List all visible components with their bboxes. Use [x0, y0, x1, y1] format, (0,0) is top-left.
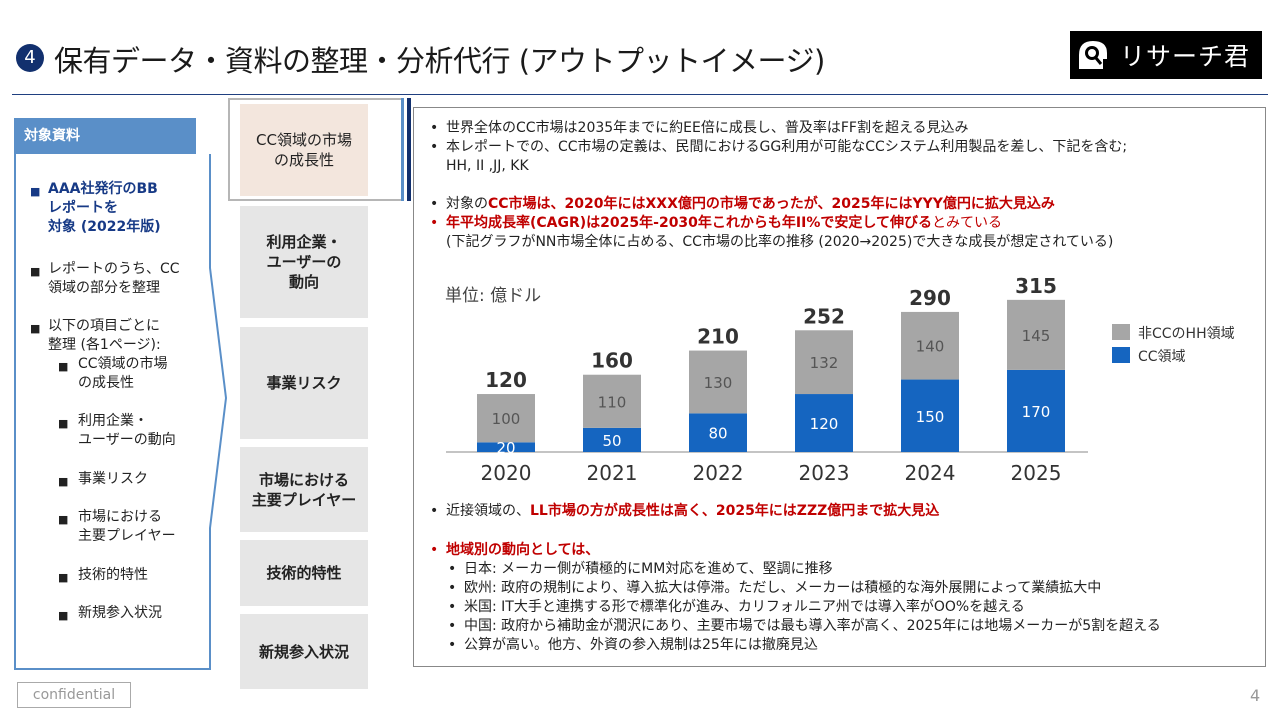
definition-items: HH, II ,JJ, KK: [446, 158, 529, 174]
bullet-square-icon: ■: [30, 322, 41, 335]
subitem-business-risk: 事業リスク: [78, 471, 148, 487]
confidential-label: confidential: [17, 682, 131, 708]
subitem-tech-characteristics: 技術的特性: [78, 567, 148, 583]
category-tech-characteristics[interactable]: 技術的特性: [240, 540, 368, 606]
category-user-trends[interactable]: 利用企業・ ユーザーの 動向: [240, 206, 368, 318]
page-number: 4: [1250, 686, 1261, 705]
bullet-square-icon: ■: [58, 609, 69, 622]
source-material-panel: 対象資料 ■ AAA社発行のBB レポートを 対象 (2022年版) ■ レポー…: [14, 118, 228, 670]
category-new-entry[interactable]: 新規参入状況: [240, 614, 368, 689]
bullet-square-icon: ■: [58, 513, 69, 526]
subitem-key-players: 市場における 主要プレイヤー: [78, 509, 176, 544]
head-magnifier-icon: [1070, 31, 1116, 79]
bullet-market-definition: 本レポートでの、CC市場の定義は、民間におけるGG利用が可能なCCシステム利用製…: [428, 138, 1127, 157]
organize-item: 以下の項目ごとに 整理 (各1ページ):: [48, 318, 161, 353]
bullet-market-outlook: 世界全体のCC市場は2035年までに約EE倍に成長し、普及率はFF割を超える見込…: [428, 119, 1127, 138]
panel-outline: [14, 154, 228, 670]
bullet-square-icon: ■: [30, 265, 41, 278]
bullet-market-size: 対象のCC市場は、2020年にはXXX億円の市場であったが、2025年にはYYY…: [428, 195, 1113, 214]
growth-bullets: 対象のCC市場は、2020年にはXXX億円の市場であったが、2025年にはYYY…: [428, 195, 1113, 252]
section-number: 4: [16, 44, 44, 72]
panel-heading: 対象資料: [14, 118, 196, 154]
bullet-regional-trends: 地域別の動向としては、: [428, 541, 1161, 560]
logo-text: リサーチ君: [1120, 42, 1251, 71]
subitem-user-trends: 利用企業・ ユーザーの動向: [78, 413, 176, 448]
bullet-square-icon: ■: [58, 571, 69, 584]
title-divider: [12, 94, 1268, 95]
bullet-square-icon: ■: [58, 417, 69, 430]
category-business-risk[interactable]: 事業リスク: [240, 327, 368, 439]
brand-logo: リサーチ君: [1070, 31, 1262, 79]
category-market-growth[interactable]: CC領域の市場 の成長性: [240, 104, 368, 196]
region-japan: 日本: メーカー側が積極的にMM対応を進めて、堅調に推移: [428, 560, 1161, 579]
region-china-cont: 公算が高い。他方、外資の参入規制は25年には撤廃見込: [428, 636, 1161, 655]
active-indicator-light: [401, 98, 404, 201]
regional-bullets: 地域別の動向としては、 日本: メーカー側が積極的にMM対応を進めて、堅調に推移…: [428, 541, 1161, 655]
bullet-square-icon: ■: [58, 475, 69, 488]
category-key-players[interactable]: 市場における 主要プレイヤー: [240, 447, 368, 532]
adjacent-bullets: 近接領域の、LL市場の方が成長性は高く、2025年にはZZZ億円まで拡大見込: [428, 502, 939, 521]
target-report-item: AAA社発行のBB レポートを 対象 (2022年版): [48, 181, 161, 235]
page-title: 保有データ・資料の整理・分析代行 (アウトプットイメージ): [54, 44, 825, 78]
content-panel: [413, 107, 1266, 667]
overview-bullets: 世界全体のCC市場は2035年までに約EE倍に成長し、普及率はFF割を超える見込…: [428, 119, 1127, 176]
region-china: 中国: 政府から補助金が潤沢にあり、主要市場では最も導入率が高く、2025年には…: [428, 617, 1161, 636]
chart-note: (下記グラフがNN市場全体に占める、CC市場の比率の推移 (2020→2025)…: [446, 234, 1114, 250]
subitem-market-growth: CC領域の市場 の成長性: [78, 356, 168, 391]
region-europe: 欧州: 政府の規制により、導入拡大は停滞。ただし、メーカーは積極的な海外展開によ…: [428, 579, 1161, 598]
bullet-square-icon: ■: [30, 185, 41, 198]
bullet-adjacent-market: 近接領域の、LL市場の方が成長性は高く、2025年にはZZZ億円まで拡大見込: [428, 502, 939, 521]
region-us: 米国: IT大手と連携する形で標準化が進み、カリフォルニア州では導入率がOO%を…: [428, 598, 1161, 617]
chart-unit-label: 単位: 億ドル: [445, 286, 542, 306]
bullet-cagr: 年平均成長率(CAGR)は2025年-2030年これからも年II%で安定して伸び…: [428, 214, 1113, 233]
active-indicator-dark: [407, 98, 411, 201]
scope-item: レポートのうち、CC 領域の部分を整理: [48, 261, 180, 296]
bullet-square-icon: ■: [58, 360, 69, 373]
subitem-new-entry: 新規参入状況: [78, 605, 162, 621]
